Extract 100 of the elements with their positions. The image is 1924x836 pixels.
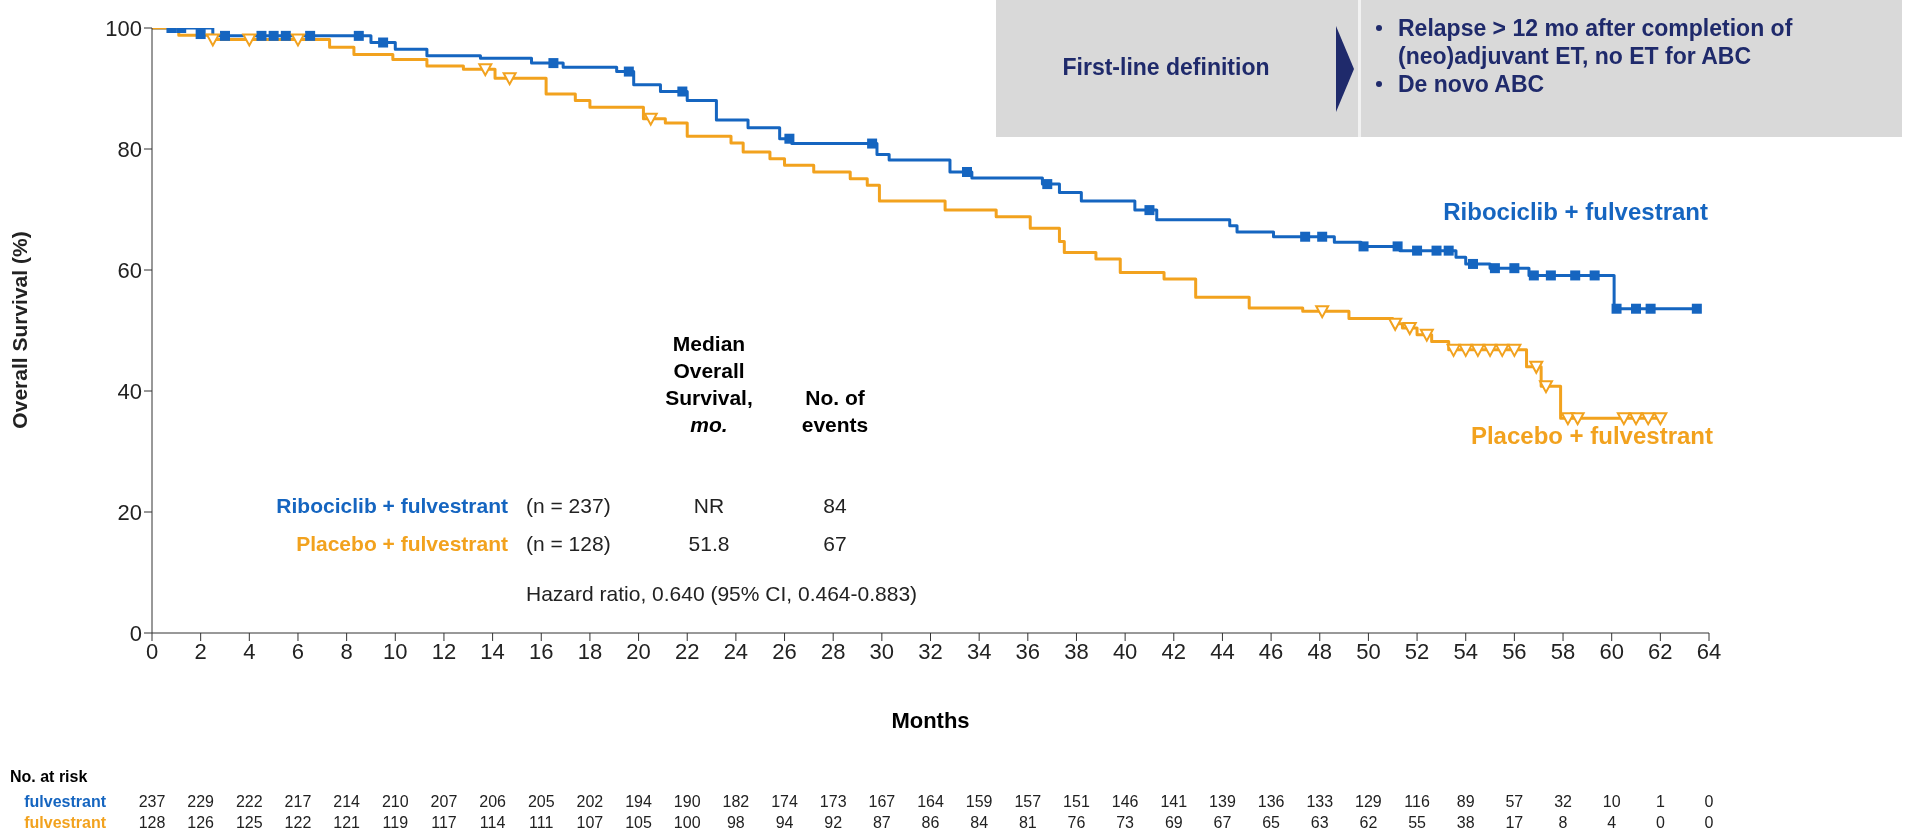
annotation: No. of events bbox=[800, 385, 870, 438]
point bbox=[1042, 179, 1053, 190]
point bbox=[1528, 270, 1539, 281]
x-tick-label: 10 bbox=[383, 638, 408, 664]
annotation: NR bbox=[692, 494, 726, 518]
x-tick-label: 34 bbox=[966, 638, 992, 664]
x-tick-label: 60 bbox=[1599, 638, 1624, 664]
annotation: 84 bbox=[822, 494, 848, 518]
point bbox=[1358, 241, 1369, 252]
point bbox=[1443, 245, 1454, 256]
point bbox=[280, 30, 291, 41]
y-tick-label: 60 bbox=[117, 257, 142, 283]
x-tick-label: 52 bbox=[1404, 638, 1430, 664]
annotation: (n = 128) bbox=[526, 532, 611, 556]
text: fulvestrant 128 126 125 122 121 119 117 114 111 107 105 100 98 94 92 87 86 84 81 76 73 69 67 65 63 62 55 38 17 8 4 0 0 bbox=[24, 814, 1714, 831]
point bbox=[1489, 263, 1500, 274]
point bbox=[1645, 303, 1656, 314]
x-tick-label: 20 bbox=[626, 638, 651, 664]
point bbox=[195, 29, 206, 40]
text: No. at risk bbox=[10, 768, 88, 786]
x-tick-label: 36 bbox=[1015, 638, 1041, 664]
annotation: Relapse > 12 mo after completion of (neo)adjuvant ET, no ET for ABC bbox=[1397, 14, 1794, 70]
x-tick-label: 62 bbox=[1648, 638, 1673, 664]
x-axis-title: Months bbox=[890, 708, 971, 734]
point bbox=[1589, 270, 1600, 281]
point bbox=[1653, 412, 1668, 426]
point bbox=[1616, 412, 1631, 426]
x-tick-label: 2 bbox=[194, 638, 207, 664]
x-tick-label: 18 bbox=[577, 638, 603, 664]
point bbox=[1507, 343, 1522, 357]
point bbox=[961, 166, 972, 177]
point bbox=[502, 72, 517, 86]
y-tick-label: 40 bbox=[117, 378, 142, 404]
x-tick-label: 32 bbox=[918, 638, 943, 664]
x-tick-label: 64 bbox=[1696, 638, 1722, 664]
x-tick-label: 4 bbox=[243, 638, 256, 664]
series-label: Placebo + fulvestrant bbox=[1470, 422, 1713, 450]
point bbox=[1388, 317, 1403, 331]
callout-box: First-line definition Relapse > 12 mo after completion of (neo)adjuvant ET, no ET for ABC De novo ABC bbox=[996, 0, 1902, 137]
point bbox=[867, 138, 878, 149]
point bbox=[478, 63, 493, 77]
y-tick-label: 0 bbox=[129, 620, 142, 646]
point bbox=[268, 30, 279, 41]
x-tick-label: 42 bbox=[1161, 638, 1187, 664]
point bbox=[1611, 303, 1622, 314]
point bbox=[1641, 412, 1656, 426]
point bbox=[1509, 263, 1520, 274]
x-tick-label: 24 bbox=[723, 638, 749, 664]
x-tick-label: 16 bbox=[529, 638, 554, 664]
point bbox=[219, 30, 230, 41]
point bbox=[1560, 412, 1575, 426]
point bbox=[1468, 258, 1479, 269]
y-axis-title: Overall Survival (%) bbox=[8, 231, 32, 429]
point bbox=[1419, 328, 1434, 342]
y-tick-label: 100 bbox=[105, 15, 142, 41]
point bbox=[1144, 205, 1155, 216]
point bbox=[1431, 245, 1442, 256]
annotation: 51.8 bbox=[687, 532, 731, 556]
annotation: Hazard ratio, 0.640 (95% CI, 0.464-0.883) bbox=[526, 582, 918, 606]
annotation: First-line definition bbox=[1061, 54, 1271, 81]
point bbox=[1529, 360, 1544, 374]
x-tick-label: 6 bbox=[291, 638, 305, 664]
point bbox=[1458, 343, 1473, 357]
point bbox=[1412, 245, 1423, 256]
point bbox=[1539, 380, 1553, 394]
point bbox=[643, 112, 658, 126]
x-tick-label: 58 bbox=[1550, 638, 1576, 664]
x-tick-label: 28 bbox=[820, 638, 846, 664]
point bbox=[1691, 303, 1702, 314]
text: fulvestrant 237 229 222 217 214 210 207 206 205 202 194 190 182 174 173 167 164 159 157 151 146 141 139 136 133 129 116 89 57 32 10 1 0 bbox=[24, 793, 1714, 810]
x-tick-label: 48 bbox=[1307, 638, 1332, 664]
point bbox=[1483, 343, 1498, 357]
text: Placebo + fulvestrant bbox=[296, 532, 508, 555]
y-tick-label: 80 bbox=[117, 136, 142, 162]
point bbox=[548, 58, 559, 69]
annotation: De novo ABC bbox=[1397, 70, 1546, 98]
point bbox=[1629, 412, 1644, 426]
point bbox=[1402, 322, 1417, 336]
series-label: Ribociclib + fulvestrant bbox=[1443, 198, 1708, 226]
point bbox=[677, 86, 688, 97]
x-tick-label: 50 bbox=[1356, 638, 1381, 664]
x-tick-label: 8 bbox=[340, 638, 353, 664]
x-tick-label: 38 bbox=[1064, 638, 1089, 664]
point bbox=[1300, 231, 1311, 242]
x-tick-label: 56 bbox=[1502, 638, 1527, 664]
x-tick-label: 44 bbox=[1210, 638, 1235, 664]
point bbox=[205, 33, 220, 47]
point bbox=[1631, 303, 1642, 314]
point bbox=[784, 133, 795, 144]
x-tick-label: 30 bbox=[869, 638, 895, 664]
point bbox=[242, 33, 257, 47]
x-tick-label: 22 bbox=[674, 638, 700, 664]
point bbox=[353, 30, 364, 41]
point bbox=[1570, 270, 1581, 281]
x-tick-label: 46 bbox=[1258, 638, 1284, 664]
point bbox=[1315, 305, 1330, 319]
y-tick-label: 20 bbox=[117, 499, 142, 525]
point bbox=[1470, 343, 1485, 357]
point bbox=[1446, 343, 1461, 357]
annotation: 67 bbox=[822, 532, 848, 556]
